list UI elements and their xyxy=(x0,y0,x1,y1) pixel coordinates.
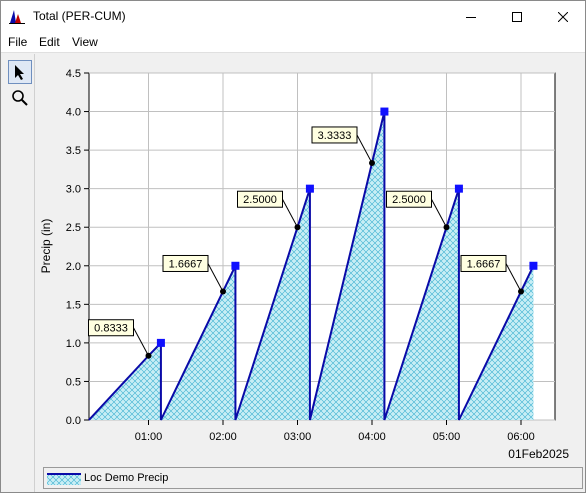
menu-edit[interactable]: Edit xyxy=(39,35,60,49)
data-point-marker[interactable] xyxy=(529,261,538,270)
y-tick-label: 2.0 xyxy=(66,261,81,273)
annotation-leader xyxy=(356,134,373,164)
annotation-label: 0.8333 xyxy=(94,323,128,335)
pointer-icon xyxy=(15,65,24,80)
legend-swatch xyxy=(47,473,81,485)
series-line xyxy=(88,111,535,421)
legend-series-name: Loc Demo Precip xyxy=(84,472,169,484)
y-tick-label: 3.5 xyxy=(66,145,81,157)
minimize-icon xyxy=(466,16,476,18)
menu-bar: File Edit View xyxy=(1,32,585,53)
close-icon xyxy=(558,11,568,22)
y-tick-label: 3.0 xyxy=(66,184,81,196)
annotation-box xyxy=(311,126,358,144)
y-tick-label: 4.5 xyxy=(66,68,81,80)
x-tick-label: 02:00 xyxy=(209,431,237,443)
y-tick-label: 0.5 xyxy=(66,376,81,388)
annotation-label: 3.3333 xyxy=(318,130,352,142)
x-axis: 01:00 02:00 03:00 04:00 05:00 06:00 xyxy=(135,420,535,443)
x-axis-date-label: 01Feb2025 xyxy=(508,447,569,461)
zoom-tool-button[interactable] xyxy=(8,86,32,110)
y-tick-label: 2.5 xyxy=(66,222,81,234)
annotation-leader xyxy=(431,198,447,228)
data-point-marker[interactable] xyxy=(454,184,463,193)
app-chart-icon xyxy=(9,10,25,24)
y-axis: 0.0 0.5 1.0 1.5 2.0 2.5 3.0 3.5 4.0 4.5 xyxy=(66,68,89,427)
x-tick-label: 05:00 xyxy=(433,431,461,443)
annotation-leader xyxy=(282,198,298,228)
precip-chart[interactable]: 0.0 0.5 1.0 1.5 2.0 2.5 3.0 3.5 4.0 4.5 01:00 02:0… xyxy=(36,54,585,466)
y-tick-label: 1.0 xyxy=(66,338,81,350)
data-point-marker[interactable] xyxy=(380,107,389,116)
title-bar[interactable]: Total (PER-CUM) xyxy=(1,1,585,32)
annotation-box xyxy=(460,254,507,272)
menu-file[interactable]: File xyxy=(8,35,28,49)
data-point-marker[interactable] xyxy=(231,261,240,270)
annotation-label: 2.5000 xyxy=(243,194,277,206)
annotation-box xyxy=(162,254,209,272)
pointer-tool-button[interactable] xyxy=(8,60,32,84)
tool-palette xyxy=(1,54,35,492)
x-tick-label: 03:00 xyxy=(284,431,312,443)
y-tick-label: 4.0 xyxy=(66,107,81,119)
data-point-marker[interactable] xyxy=(156,338,165,347)
maximize-icon xyxy=(512,11,522,22)
data-point-marker[interactable] xyxy=(305,184,314,193)
annotation-box xyxy=(386,190,432,208)
plot-panel: 0.0 0.5 1.0 1.5 2.0 2.5 3.0 3.5 4.0 4.5 01:00 02:0… xyxy=(36,54,585,492)
annotation-label: 2.5000 xyxy=(392,194,426,206)
legend: Loc Demo Precip xyxy=(43,467,583,489)
y-axis-label: Precip (in) xyxy=(39,219,53,274)
x-tick-label: 06:00 xyxy=(507,431,535,443)
series-fill xyxy=(88,111,534,421)
y-tick-label: 1.5 xyxy=(66,299,81,311)
annotation-leader xyxy=(133,327,149,356)
y-tick-label: 0.0 xyxy=(66,415,81,427)
annotations: 0.8333 1.6667 2.5000 3.3333 2.5000 1.6667 xyxy=(88,126,524,359)
annotation-label: 1.6667 xyxy=(467,258,501,270)
zoom-icon xyxy=(12,90,28,106)
x-tick-label: 04:00 xyxy=(358,431,386,443)
annotation-leader xyxy=(207,263,224,292)
menu-view[interactable]: View xyxy=(72,35,98,49)
window-title: Total (PER-CUM) xyxy=(33,9,126,23)
annotation-leader xyxy=(505,263,522,292)
close-button[interactable] xyxy=(540,1,586,32)
annotation-box xyxy=(88,319,134,337)
series-area xyxy=(88,107,538,421)
maximize-button[interactable] xyxy=(494,1,540,32)
annotation-label: 1.6667 xyxy=(169,258,203,270)
annotation-box xyxy=(237,190,283,208)
minimize-button[interactable] xyxy=(448,1,494,32)
x-tick-label: 01:00 xyxy=(135,431,163,443)
